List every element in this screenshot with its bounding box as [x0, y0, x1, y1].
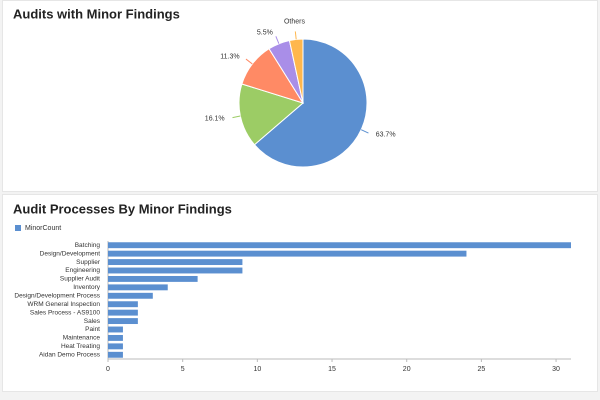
- bar: [108, 301, 138, 308]
- x-tick-label: 15: [328, 366, 336, 373]
- y-tick-label: Design/Development Process: [14, 293, 100, 300]
- x-tick-label: 20: [403, 366, 411, 373]
- bar: [108, 292, 153, 299]
- slice-value-label: 5.5%: [257, 29, 273, 36]
- slice-value-label: 11.3%: [220, 53, 239, 60]
- bar: [108, 242, 571, 249]
- bar: [108, 275, 198, 282]
- y-tick-label: Maintenance: [63, 335, 101, 342]
- y-tick-label: WRM General Inspection: [27, 301, 100, 308]
- y-tick-label: Design/Development: [40, 250, 101, 257]
- pie-slice: [253, 38, 368, 168]
- chart-title: Audits with Minor Findings: [13, 6, 180, 21]
- x-tick-label: 30: [552, 366, 560, 373]
- y-tick-label: Supplier: [76, 259, 101, 266]
- chart-title: Audit Processes By Minor Findings: [13, 201, 232, 216]
- y-tick-label: Sales Process - AS9100: [30, 309, 100, 316]
- x-tick-label: 0: [106, 366, 110, 373]
- y-tick-label: Aidan Demo Process: [39, 352, 101, 359]
- bar: [108, 334, 123, 341]
- bar-chart: Audit Processes By Minor Findings MinorC…: [13, 201, 571, 373]
- bar: [108, 259, 243, 266]
- y-tick-label: Batching: [75, 242, 101, 249]
- legend-swatch: [15, 225, 21, 231]
- bar: [108, 267, 243, 274]
- y-tick-label: Sales: [84, 318, 101, 325]
- bar: [108, 351, 123, 358]
- legend-label: MinorCount: [25, 225, 61, 232]
- pie-slice: [238, 83, 305, 146]
- pie-slice: [288, 38, 304, 104]
- slice-value-label: 16.1%: [205, 115, 225, 122]
- pie-chart: Audits with Minor Findings 63.7% 16.1% 11.…: [13, 6, 396, 168]
- leader-line: [245, 58, 253, 65]
- bar: [108, 326, 123, 333]
- slice-label: Others: [284, 18, 306, 25]
- leader-line: [232, 115, 241, 119]
- bar-card: Audit Processes By Minor Findings MinorC…: [2, 194, 598, 392]
- bar: [108, 343, 123, 350]
- bar: [108, 318, 138, 325]
- leader-line: [360, 129, 369, 134]
- leader-line: [275, 36, 280, 44]
- pie-card: Audits with Minor Findings 63.7% 16.1% 11.…: [2, 0, 598, 192]
- bar: [108, 309, 138, 316]
- x-tick-label: 5: [181, 366, 185, 373]
- x-tick-label: 25: [477, 366, 485, 373]
- y-tick-label: Engineering: [65, 267, 100, 274]
- bar: [108, 284, 168, 291]
- x-tick-label: 10: [253, 366, 261, 373]
- y-tick-label: Heat Treating: [61, 343, 100, 350]
- slice-value-label: 63.7%: [376, 132, 396, 139]
- y-tick-label: Inventory: [73, 284, 100, 291]
- y-tick-label: Paint: [85, 326, 100, 333]
- leader-line: [294, 31, 297, 40]
- y-tick-label: Supplier Audit: [60, 276, 100, 283]
- bar: [108, 250, 467, 257]
